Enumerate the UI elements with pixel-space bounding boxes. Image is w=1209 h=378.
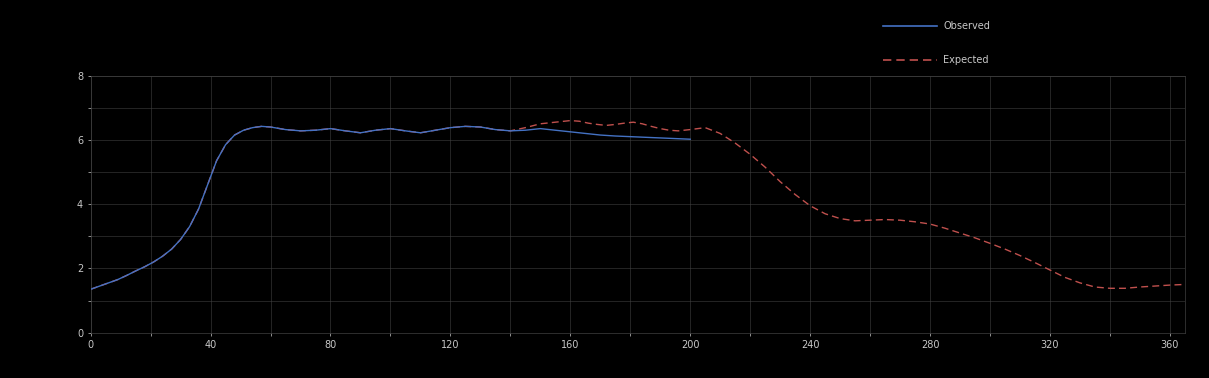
- Text: Expected: Expected: [943, 56, 989, 65]
- Text: Observed: Observed: [943, 22, 990, 31]
